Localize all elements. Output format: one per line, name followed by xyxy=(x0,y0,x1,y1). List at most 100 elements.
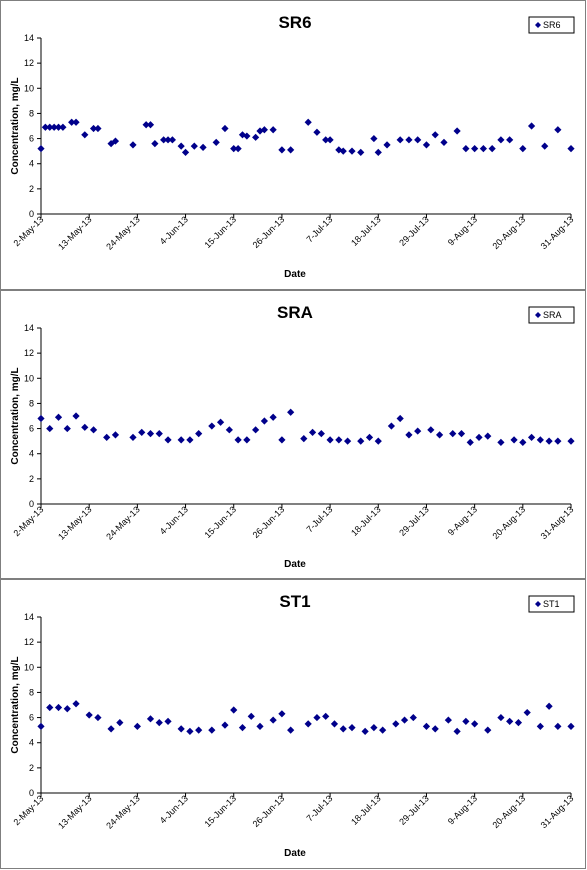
x-tick-label: 26-Jun-13 xyxy=(251,214,287,250)
data-point xyxy=(212,138,220,146)
data-point xyxy=(256,127,264,135)
legend-label: SR6 xyxy=(543,20,561,30)
data-point xyxy=(414,136,422,144)
data-point xyxy=(287,408,295,416)
data-point xyxy=(142,121,150,129)
data-point xyxy=(361,727,369,735)
data-point xyxy=(164,436,172,444)
y-axis-label: Concentration, mg/L xyxy=(10,367,21,464)
data-point xyxy=(444,716,452,724)
data-point xyxy=(400,716,409,724)
data-point xyxy=(269,126,277,134)
data-point xyxy=(335,146,343,154)
data-point xyxy=(462,145,470,153)
x-tick-label: 18-Jul-13 xyxy=(349,214,383,248)
y-tick-label: 6 xyxy=(29,713,34,723)
legend: ST1 xyxy=(528,595,575,613)
chart-sra: SRA Concentration, mg/L 0 2 4 6 8 10 12 14 2-May-1… xyxy=(10,303,575,570)
data-point xyxy=(234,436,242,444)
data-point xyxy=(554,437,562,445)
y-tick-label: 12 xyxy=(24,348,34,358)
x-tick-label: 24-May-13 xyxy=(104,504,141,541)
data-point xyxy=(72,118,80,126)
data-point xyxy=(146,430,155,438)
data-point xyxy=(471,145,479,153)
data-point xyxy=(405,431,413,439)
data-point xyxy=(252,133,260,141)
y-tick-label: 14 xyxy=(24,323,34,333)
data-point xyxy=(405,136,413,144)
y-tick-label: 6 xyxy=(29,424,34,434)
data-point xyxy=(396,136,404,144)
x-tick-label: 29-Jul-13 xyxy=(397,504,431,538)
x-axis-label: Date xyxy=(284,559,306,570)
data-point xyxy=(63,705,71,713)
y-tick-label: 8 xyxy=(29,108,34,118)
x-tick-label: 2-May-13 xyxy=(11,214,45,248)
x-tick-label: 20-Aug-13 xyxy=(490,793,527,830)
data-point xyxy=(85,711,93,719)
data-point xyxy=(484,726,492,734)
x-tick-label: 4-Jun-13 xyxy=(158,214,190,246)
data-point xyxy=(471,720,479,728)
data-point xyxy=(269,716,277,724)
data-point xyxy=(129,433,137,441)
data-point xyxy=(72,700,80,708)
data-point xyxy=(151,140,159,148)
data-point xyxy=(567,437,575,445)
legend-label: ST1 xyxy=(543,599,560,609)
x-tick-label: 31-Aug-13 xyxy=(539,214,576,251)
data-point xyxy=(146,715,155,723)
data-point xyxy=(506,717,514,725)
x-axis-label: Date xyxy=(284,848,306,859)
data-point xyxy=(238,724,247,732)
x-tick-label: 2-May-13 xyxy=(11,504,45,538)
data-point xyxy=(54,123,63,131)
data-point xyxy=(523,708,531,717)
data-point xyxy=(230,706,238,714)
chart-title: SR6 xyxy=(278,13,311,32)
data-point xyxy=(111,137,120,145)
y-tick-label: 0 xyxy=(29,499,34,509)
x-tick-label: 4-Jun-13 xyxy=(158,504,190,536)
data-point xyxy=(59,123,67,131)
data-point xyxy=(527,433,536,441)
data-point xyxy=(457,430,466,438)
data-point xyxy=(322,136,330,144)
data-point xyxy=(208,422,216,430)
data-point xyxy=(94,713,102,722)
data-point xyxy=(514,719,523,727)
data-point xyxy=(365,433,374,441)
data-point xyxy=(357,148,365,156)
data-point xyxy=(541,142,549,150)
y-tick-label: 10 xyxy=(24,373,34,383)
x-tick-label: 29-Jul-13 xyxy=(397,793,431,827)
data-point xyxy=(94,124,102,133)
data-point xyxy=(567,145,575,153)
data-point xyxy=(155,719,163,727)
data-point xyxy=(348,724,356,732)
x-tick-label: 9-Aug-13 xyxy=(446,214,479,247)
data-point xyxy=(383,141,391,149)
data-point xyxy=(488,145,496,153)
data-point xyxy=(243,132,251,140)
data-point xyxy=(138,428,146,436)
data-point xyxy=(554,722,562,730)
data-point xyxy=(536,436,544,444)
data-point xyxy=(190,142,198,150)
chart-title: SRA xyxy=(277,303,313,322)
data-point xyxy=(54,413,63,421)
data-point xyxy=(168,136,177,144)
data-point xyxy=(177,436,185,444)
data-point xyxy=(545,437,553,445)
data-point xyxy=(63,424,71,433)
data-point xyxy=(89,124,98,133)
data-point xyxy=(278,146,286,154)
y-tick-label: 4 xyxy=(29,738,34,748)
data-point xyxy=(256,722,264,730)
y-tick-label: 2 xyxy=(29,474,34,484)
data-point xyxy=(466,438,474,446)
data-point xyxy=(409,713,417,722)
data-point xyxy=(317,430,325,438)
x-tick-label: 15-Jun-13 xyxy=(202,504,238,540)
